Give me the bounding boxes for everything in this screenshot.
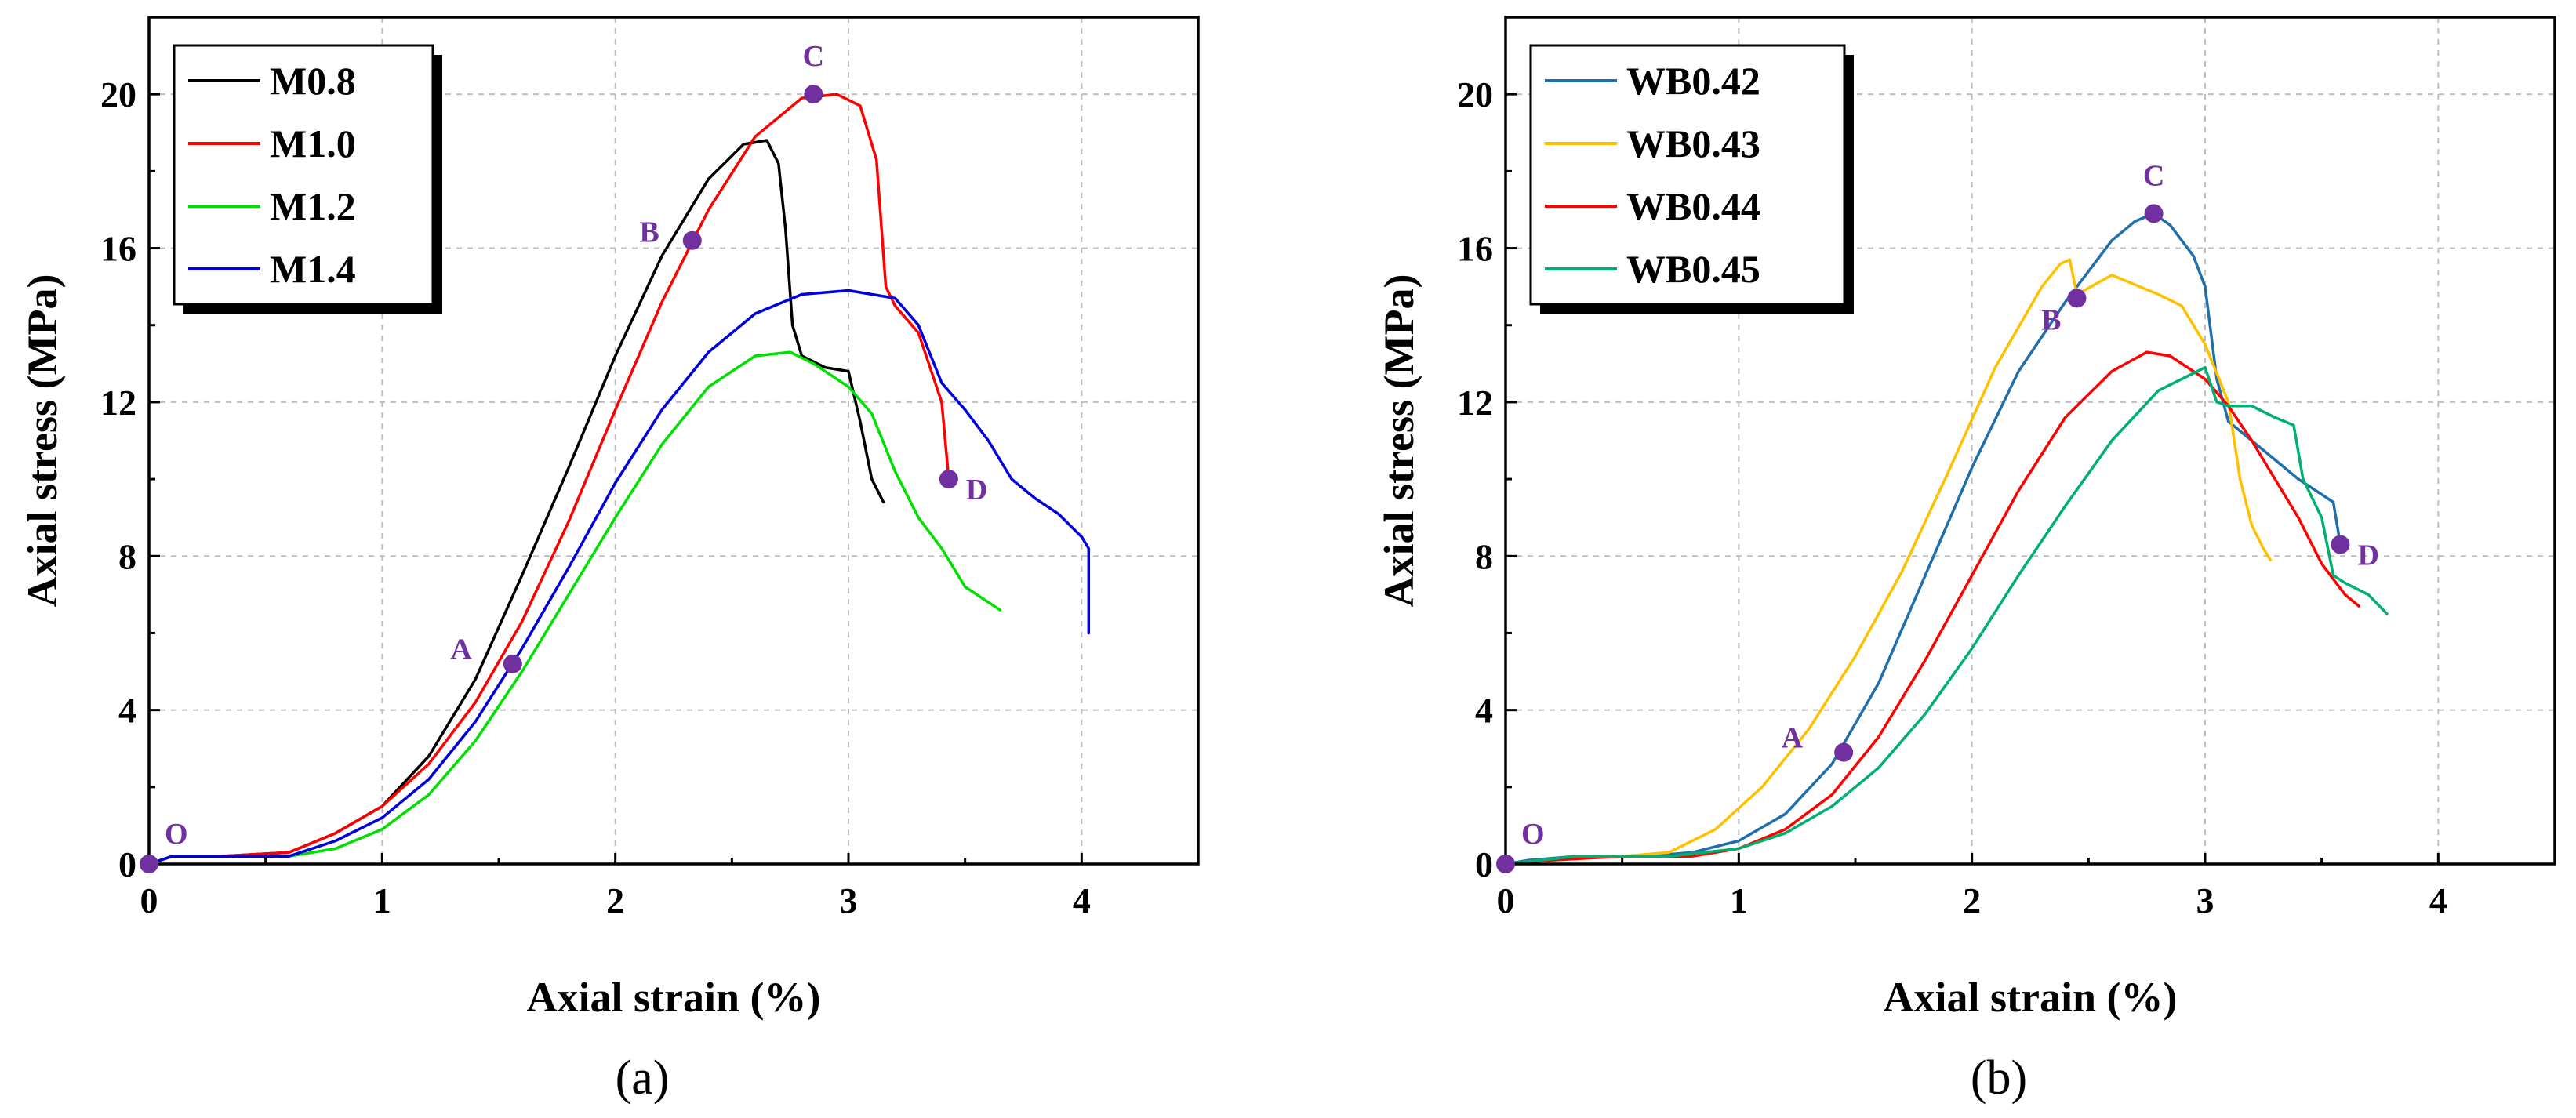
x-tick-label: 3	[840, 880, 858, 920]
legend-label: WB0.44	[1626, 184, 1760, 228]
legend-label: WB0.42	[1626, 59, 1760, 103]
x-tick-label: 2	[1963, 880, 1981, 920]
legend-box	[173, 44, 434, 306]
legend-box	[1529, 44, 1846, 306]
figure-caption: (b)	[1971, 1051, 2027, 1105]
point-label-C: C	[803, 40, 824, 73]
y-tick-label: 12	[100, 383, 136, 423]
y-tick-label: 12	[1457, 383, 1493, 423]
legend-label: M1.4	[270, 247, 356, 291]
point-label-D: D	[2357, 539, 2378, 572]
y-tick-label: 16	[1457, 229, 1493, 269]
y-tick-label: 8	[118, 536, 136, 576]
y-axis-title: Axial stress (MPa)	[19, 274, 66, 608]
y-tick-label: 0	[118, 844, 136, 884]
marked-point-B	[682, 230, 702, 250]
y-tick-label: 20	[100, 74, 136, 114]
marked-point-B	[2067, 289, 2087, 308]
y-tick-label: 16	[100, 229, 136, 269]
marked-point-C	[804, 85, 823, 104]
y-tick-label: 20	[1457, 74, 1493, 114]
marked-point-D	[2331, 535, 2350, 554]
legend-label: WB0.45	[1626, 247, 1760, 291]
x-tick-label: 2	[606, 880, 624, 920]
y-tick-label: 8	[1475, 536, 1493, 576]
series-line-M1.0	[147, 93, 950, 866]
legend-label: M1.0	[270, 122, 356, 165]
marked-point-A	[1834, 742, 1854, 762]
series-line-M1.4	[147, 289, 1091, 866]
point-label-C: C	[2143, 159, 2164, 192]
point-label-B: B	[639, 216, 659, 249]
plot-frame	[147, 16, 1200, 866]
legend-label: M0.8	[270, 59, 356, 103]
x-tick-label: 1	[1730, 880, 1748, 920]
series-line-WB0.42	[1504, 212, 2342, 866]
x-tick-label: 0	[1497, 880, 1515, 920]
legend-label: WB0.43	[1626, 122, 1760, 165]
y-tick-label: 0	[1475, 844, 1493, 884]
marked-point-D	[939, 470, 958, 489]
x-tick-label: 1	[373, 880, 391, 920]
series-line-WB0.43	[1504, 258, 2273, 866]
x-tick-label: 4	[2429, 880, 2447, 920]
point-label-O: O	[1521, 818, 1545, 851]
point-label-O: O	[165, 818, 188, 851]
point-label-D: D	[966, 474, 987, 506]
marked-point-O	[1496, 855, 1515, 873]
series-line-M1.2	[147, 350, 1002, 866]
point-label-A: A	[1782, 722, 1804, 755]
series-line-WB0.45	[1504, 365, 2389, 866]
y-tick-label: 4	[1475, 691, 1493, 731]
figure-caption: (a)	[616, 1051, 670, 1105]
x-axis-title: Axial strain (%)	[1884, 974, 2178, 1021]
x-tick-label: 4	[1073, 880, 1091, 920]
y-tick-label: 4	[118, 691, 136, 731]
plot-frame	[1504, 16, 2556, 866]
marked-point-C	[2144, 204, 2164, 223]
x-tick-label: 0	[140, 880, 158, 920]
y-axis-title: Axial stress (MPa)	[1375, 274, 1422, 608]
x-tick-label: 3	[2196, 880, 2214, 920]
marked-point-O	[140, 855, 158, 873]
marked-point-A	[503, 654, 522, 673]
series-line-WB0.44	[1504, 350, 2360, 866]
point-label-A: A	[450, 633, 472, 666]
legend-label: M1.2	[270, 184, 356, 228]
x-axis-title: Axial strain (%)	[527, 974, 821, 1021]
point-label-B: B	[2041, 303, 2061, 336]
